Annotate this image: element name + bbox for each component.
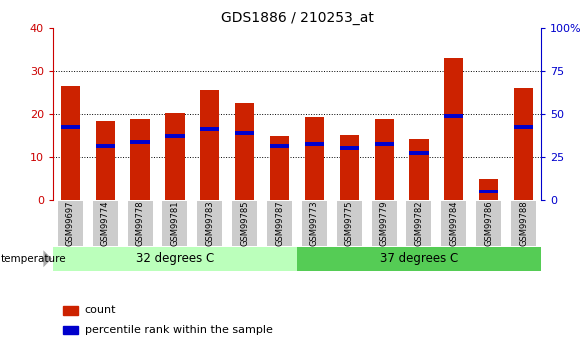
FancyBboxPatch shape: [337, 201, 362, 246]
Bar: [165, 112, 185, 200]
Text: GSM99781: GSM99781: [171, 201, 179, 246]
Bar: [96, 144, 115, 148]
Bar: [375, 142, 394, 146]
Bar: [305, 142, 324, 146]
FancyBboxPatch shape: [128, 201, 153, 246]
Bar: [200, 127, 219, 131]
Bar: [63, 306, 78, 315]
Bar: [305, 117, 324, 200]
Bar: [340, 146, 359, 150]
Text: GSM99773: GSM99773: [310, 200, 319, 246]
Bar: [235, 103, 254, 200]
Text: GSM99784: GSM99784: [449, 201, 458, 246]
FancyBboxPatch shape: [197, 201, 222, 246]
Text: GSM99782: GSM99782: [415, 201, 423, 246]
Text: GSM99783: GSM99783: [205, 200, 214, 246]
Bar: [131, 119, 150, 200]
Polygon shape: [44, 250, 52, 267]
Bar: [96, 121, 115, 200]
Bar: [479, 179, 498, 200]
FancyBboxPatch shape: [441, 201, 466, 246]
Text: GSM99775: GSM99775: [345, 201, 354, 246]
Text: GSM99785: GSM99785: [240, 201, 249, 246]
Bar: [340, 135, 359, 200]
Title: GDS1886 / 210253_at: GDS1886 / 210253_at: [220, 11, 373, 25]
FancyBboxPatch shape: [511, 201, 536, 246]
Text: GSM99774: GSM99774: [101, 201, 110, 246]
Bar: [514, 125, 533, 129]
FancyBboxPatch shape: [58, 201, 83, 246]
FancyBboxPatch shape: [162, 201, 188, 246]
FancyBboxPatch shape: [406, 201, 432, 246]
Text: 32 degrees C: 32 degrees C: [136, 252, 214, 265]
Bar: [61, 125, 80, 129]
Bar: [63, 326, 78, 334]
Bar: [53, 247, 297, 271]
Bar: [61, 86, 80, 200]
Bar: [270, 136, 289, 200]
Bar: [165, 134, 185, 138]
FancyBboxPatch shape: [372, 201, 397, 246]
Bar: [297, 247, 541, 271]
Text: GSM99779: GSM99779: [380, 201, 389, 246]
Bar: [409, 139, 429, 200]
Bar: [235, 131, 254, 135]
Text: GSM99787: GSM99787: [275, 200, 284, 246]
Text: temperature: temperature: [1, 254, 67, 264]
Text: count: count: [85, 305, 116, 315]
Bar: [131, 140, 150, 144]
Bar: [270, 144, 289, 148]
Text: percentile rank within the sample: percentile rank within the sample: [85, 325, 272, 335]
Text: GSM99697: GSM99697: [66, 201, 75, 246]
Bar: [514, 88, 533, 200]
FancyBboxPatch shape: [302, 201, 327, 246]
Text: GSM99786: GSM99786: [484, 200, 493, 246]
Bar: [375, 119, 394, 200]
Text: GSM99778: GSM99778: [136, 200, 145, 246]
Text: GSM99788: GSM99788: [519, 200, 528, 246]
FancyBboxPatch shape: [232, 201, 257, 246]
FancyBboxPatch shape: [93, 201, 118, 246]
FancyBboxPatch shape: [476, 201, 501, 246]
Bar: [444, 114, 463, 118]
Bar: [200, 90, 219, 200]
Bar: [409, 151, 429, 155]
FancyBboxPatch shape: [267, 201, 292, 246]
Text: 37 degrees C: 37 degrees C: [380, 252, 458, 265]
Bar: [479, 189, 498, 194]
Bar: [444, 58, 463, 200]
